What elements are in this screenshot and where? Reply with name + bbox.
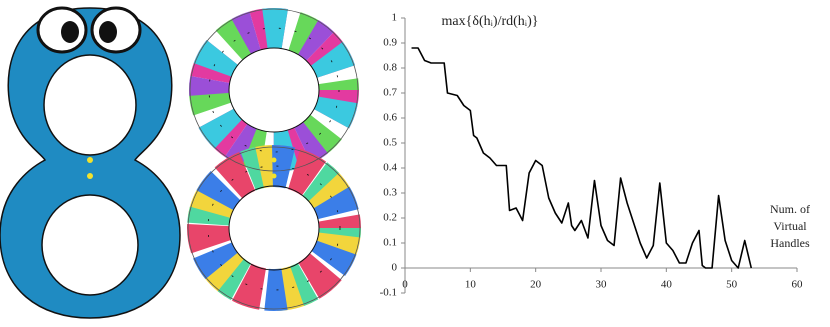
x-tick-label: 20 bbox=[530, 279, 542, 291]
y-tick-label: 0.3 bbox=[383, 187, 397, 199]
y-tick-label: 0.1 bbox=[383, 237, 397, 249]
x-tick-label: 10 bbox=[465, 279, 477, 291]
x-tick-label: 60 bbox=[792, 279, 804, 291]
y-tick-label: 0 bbox=[392, 262, 398, 274]
y-tick-label: 0.4 bbox=[383, 162, 397, 174]
x-tick-label: 30 bbox=[596, 279, 608, 291]
chart-title: max{δ(hᵢ)/rd(hᵢ)} bbox=[442, 14, 539, 29]
x-axis-label: Num. of bbox=[770, 202, 810, 216]
mesh-eight-illustration bbox=[187, 8, 361, 311]
x-tick-label: 0 bbox=[402, 279, 408, 291]
y-tick-label: 0.8 bbox=[383, 62, 397, 74]
y-tick-label: 0.7 bbox=[383, 87, 397, 99]
x-axis-label: Virtual bbox=[773, 219, 807, 233]
y-tick-label: 0.2 bbox=[383, 212, 397, 224]
y-tick-label: 1 bbox=[392, 12, 398, 24]
y-tick-label: 0.5 bbox=[383, 137, 397, 149]
x-tick-label: 40 bbox=[661, 279, 673, 291]
y-tick-label: 0.9 bbox=[383, 37, 397, 49]
y-tick-label: -0.1 bbox=[380, 287, 397, 299]
blue-eight-illustration bbox=[0, 6, 181, 319]
data-line bbox=[411, 47, 753, 269]
x-axis-label: Handles bbox=[770, 236, 810, 250]
y-tick-label: 0.6 bbox=[383, 112, 397, 124]
x-tick-label: 50 bbox=[726, 279, 738, 291]
